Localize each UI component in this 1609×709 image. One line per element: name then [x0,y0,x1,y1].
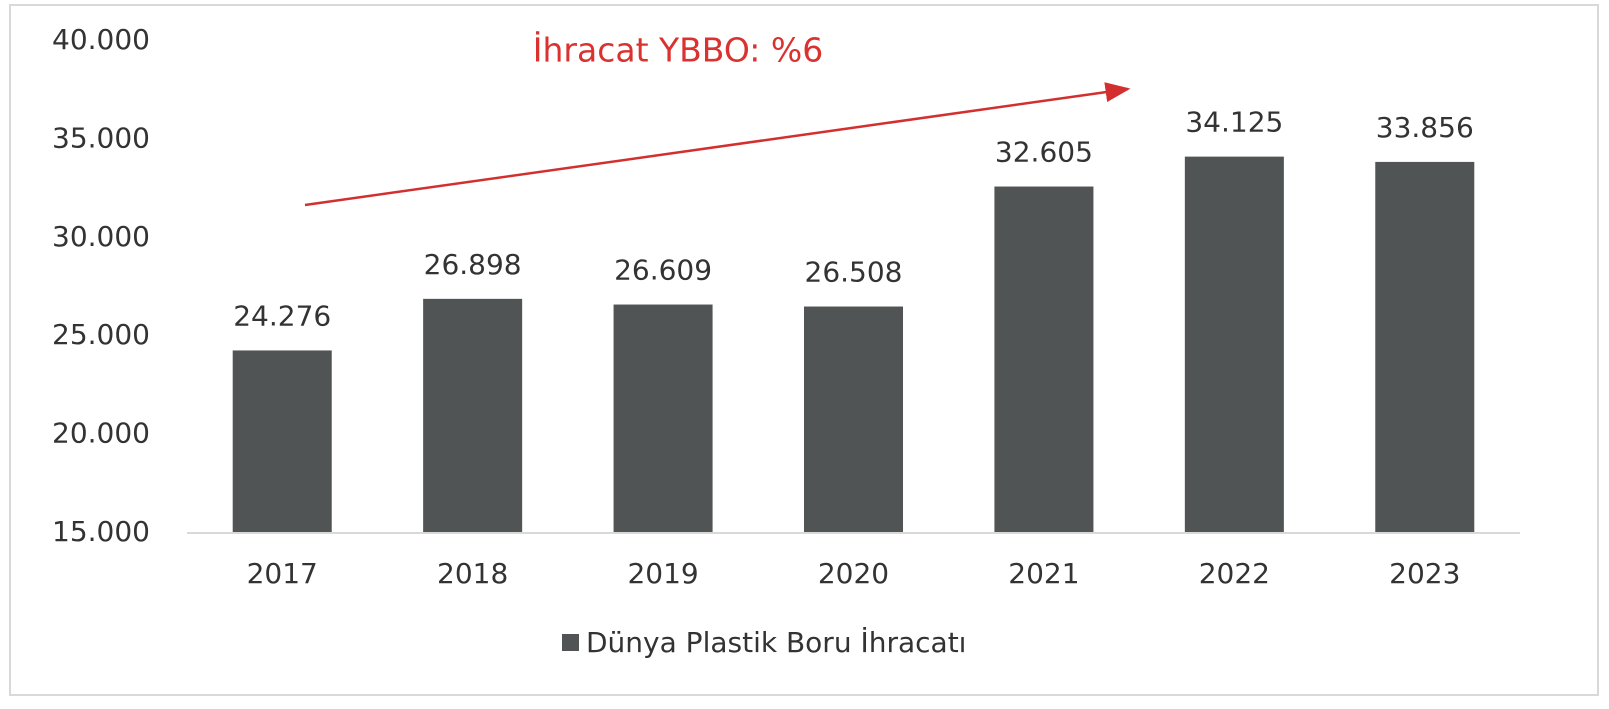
bar [803,306,904,533]
annotation: İhracat YBBO: %6 [533,31,823,70]
bar [994,186,1094,533]
x-tick-label: 2018 [437,557,508,590]
trend-arrow [304,82,1131,207]
data-label: 33.856 [1376,111,1474,144]
y-tick-label: 15.000 [52,515,150,548]
data-label: 34.125 [1185,106,1283,139]
bar [1375,161,1475,533]
legend-label: Dünya Plastik Boru İhracatı [586,626,966,659]
bar [1184,156,1284,533]
y-tick-label: 35.000 [52,121,150,154]
bar [423,298,523,533]
x-tick-label: 2022 [1199,557,1270,590]
y-tick-label: 40.000 [52,23,150,56]
data-label: 24.276 [233,299,331,332]
y-tick-label: 30.000 [52,220,150,253]
x-tick-label: 2020 [818,557,889,590]
x-tick-label: 2023 [1389,557,1460,590]
data-label: 32.605 [995,136,1093,169]
data-label: 26.898 [424,248,522,281]
x-tick-label: 2019 [627,557,698,590]
legend-swatch [562,634,579,651]
bar [613,304,713,533]
x-tick-label: 2017 [247,557,318,590]
bar [232,350,332,533]
y-tick-label: 20.000 [52,417,150,450]
y-tick-label: 25.000 [52,318,150,351]
x-tick-label: 2021 [1008,557,1079,590]
data-label: 26.609 [614,254,712,287]
data-label: 26.508 [805,256,903,289]
